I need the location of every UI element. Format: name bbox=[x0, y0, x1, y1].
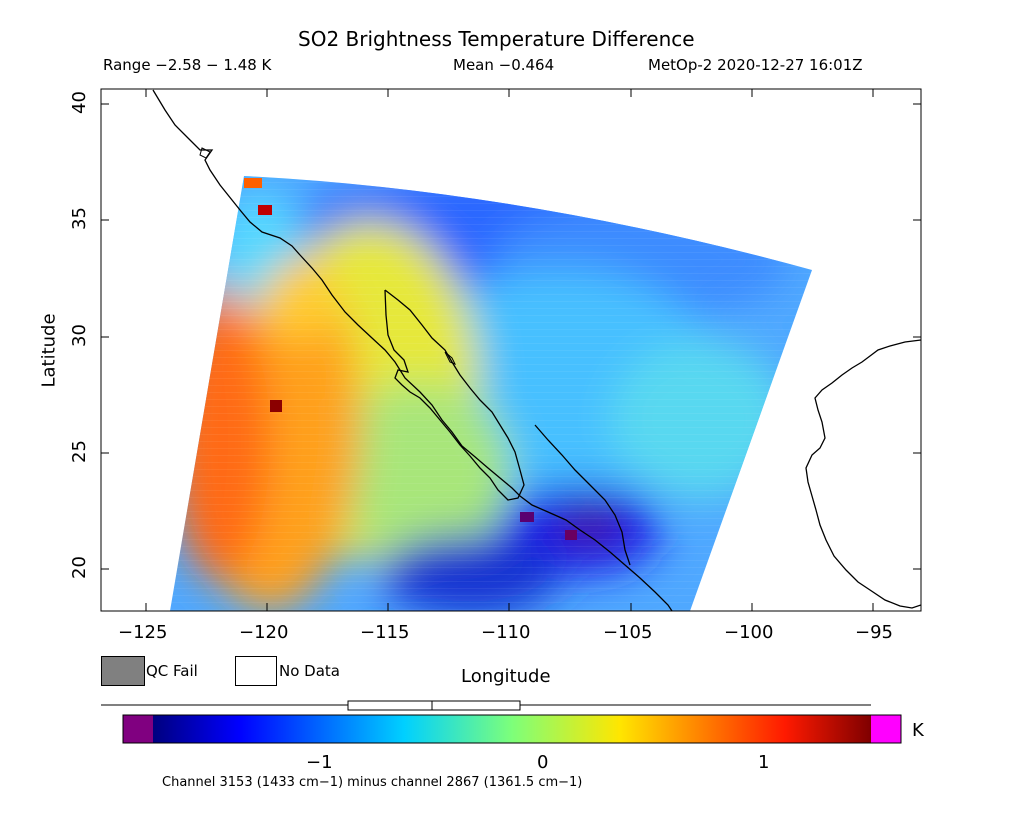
ytick-label: 20 bbox=[68, 556, 90, 579]
qc-fail-swatch bbox=[101, 656, 145, 686]
colorbar-over bbox=[871, 715, 901, 743]
xtick-label: −100 bbox=[724, 622, 774, 643]
xtick-label: −110 bbox=[481, 622, 531, 643]
no-data-label: No Data bbox=[279, 662, 340, 680]
range-box bbox=[347, 700, 521, 711]
qc-fail-label: QC Fail bbox=[146, 662, 198, 680]
axis-ticks bbox=[101, 89, 921, 611]
plot-frame bbox=[100, 88, 922, 612]
xtick-label: −120 bbox=[239, 622, 289, 643]
no-data-swatch bbox=[235, 656, 277, 686]
colorbar-tick-label: 1 bbox=[758, 752, 770, 773]
ytick-label: 25 bbox=[68, 440, 90, 463]
colorbar-tick-label: −1 bbox=[306, 752, 333, 773]
colorbar-tick-label: 0 bbox=[537, 752, 549, 773]
xtick-label: −105 bbox=[603, 622, 653, 643]
channel-note: Channel 3153 (1433 cm−1) minus channel 2… bbox=[162, 775, 583, 790]
xtick-label: −115 bbox=[360, 622, 410, 643]
ytick-label: 40 bbox=[68, 91, 90, 114]
y-axis-label: Latitude bbox=[38, 313, 60, 388]
ytick-label: 35 bbox=[68, 207, 90, 230]
xtick-label: −125 bbox=[118, 622, 168, 643]
satellite-time-text: MetOp-2 2020-12-27 16:01Z bbox=[648, 56, 863, 74]
coastline bbox=[152, 89, 921, 611]
xtick-label: −95 bbox=[855, 622, 893, 643]
colorbar-under bbox=[123, 715, 153, 743]
heatmap-swath bbox=[170, 176, 812, 611]
mean-text: Mean −0.464 bbox=[453, 56, 555, 74]
colorbar-unit: K bbox=[912, 720, 924, 741]
colorbar bbox=[101, 700, 902, 744]
colorbar-gradient bbox=[153, 715, 871, 743]
range-text: Range −2.58 − 1.48 K bbox=[103, 56, 272, 74]
chart-title: SO2 Brightness Temperature Difference bbox=[298, 27, 695, 51]
ytick-label: 30 bbox=[68, 324, 90, 347]
x-axis-label: Longitude bbox=[461, 666, 551, 687]
